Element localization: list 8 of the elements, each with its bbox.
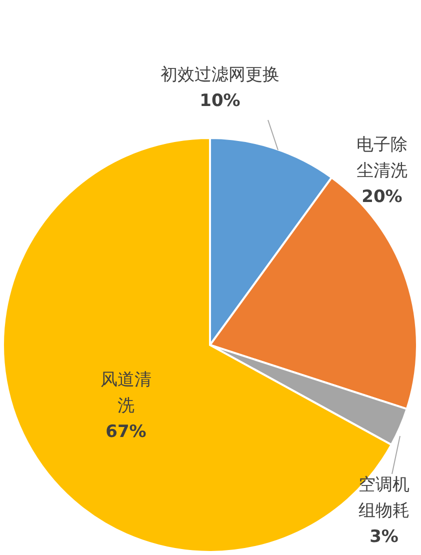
data-label: 67% <box>106 422 146 442</box>
slice-label: 风道清洗 <box>100 370 152 416</box>
slice-label: 空调机组物耗 <box>358 475 410 521</box>
data-label: 20% <box>362 187 402 207</box>
slice-label: 电子除尘清洗 <box>356 135 408 181</box>
slice-label: 初效过滤网更换 <box>160 65 280 85</box>
data-label: 3% <box>370 527 398 547</box>
data-label: 10% <box>200 91 240 111</box>
